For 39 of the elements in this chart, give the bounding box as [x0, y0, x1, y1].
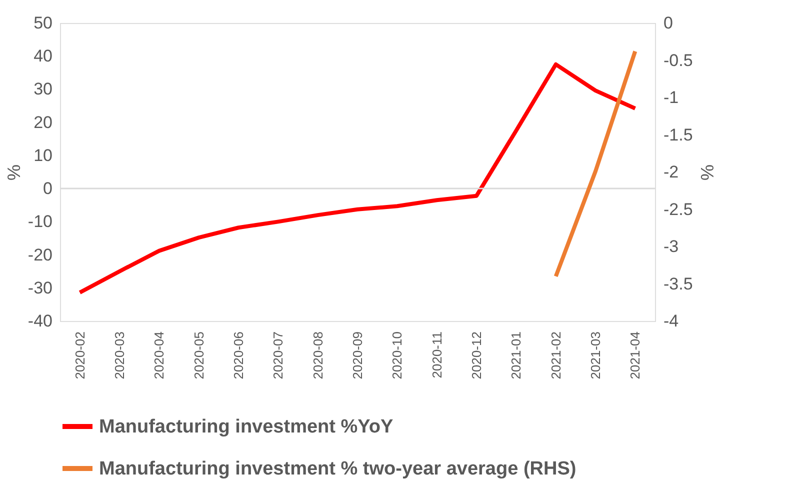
x-tick-label: 2020-12: [469, 332, 484, 380]
line-series: [78, 62, 638, 295]
y2-tick-label: -2: [664, 162, 679, 182]
x-tick-label: 2021-04: [628, 332, 643, 380]
x-tick-label: 2020-06: [231, 332, 246, 380]
y2-tick-label: -1.5: [664, 125, 693, 144]
y-tick-label: -30: [28, 278, 52, 298]
x-tick-label: 2021-01: [508, 332, 524, 380]
legend-label: Manufacturing investment % two-year average (RHS): [99, 458, 576, 480]
x-tick-label: 2020-10: [390, 332, 405, 380]
y-tick-label: -10: [28, 212, 52, 232]
y-axis-title: %: [4, 164, 24, 181]
x-tick-label: 2020-07: [270, 332, 286, 380]
y-tick-label: -40: [28, 312, 52, 330]
legend-label: Manufacturing investment %YoY: [99, 416, 394, 438]
y2-tick-label: -4: [664, 312, 679, 330]
y2-tick-label: -3.5: [664, 274, 693, 294]
x-tick-label: 2020-11: [429, 332, 444, 378]
x-tick-label: 2021-03: [588, 332, 603, 380]
x-tick-label: 2021-02: [548, 332, 564, 380]
x-tick-label: 2020-03: [112, 332, 127, 380]
x-tick-label: 2020-08: [310, 332, 326, 380]
y2-tick-label: -0.5: [664, 50, 693, 70]
y2-tick-label: -3: [664, 237, 679, 256]
y-tick-label: 30: [34, 80, 52, 99]
y-tick-label: 10: [34, 146, 52, 165]
x-tick-label: 2020-04: [152, 332, 167, 380]
y-tick-label: 20: [34, 112, 52, 132]
y2-tick-label: 0: [664, 14, 673, 32]
x-tick-label: 2020-09: [350, 332, 365, 380]
y2-tick-label: -1: [664, 88, 679, 107]
y-tick-label: -20: [28, 245, 52, 264]
x-tick-label: 2020-02: [72, 332, 88, 380]
y2-axis-title: %: [696, 164, 717, 181]
y-tick-label: 50: [34, 14, 52, 32]
x-tick-label: 2020-05: [191, 332, 206, 380]
y-tick-label: 0: [43, 179, 52, 198]
y2-tick-label: -2.5: [664, 200, 693, 219]
y-tick-label: 40: [34, 46, 52, 66]
